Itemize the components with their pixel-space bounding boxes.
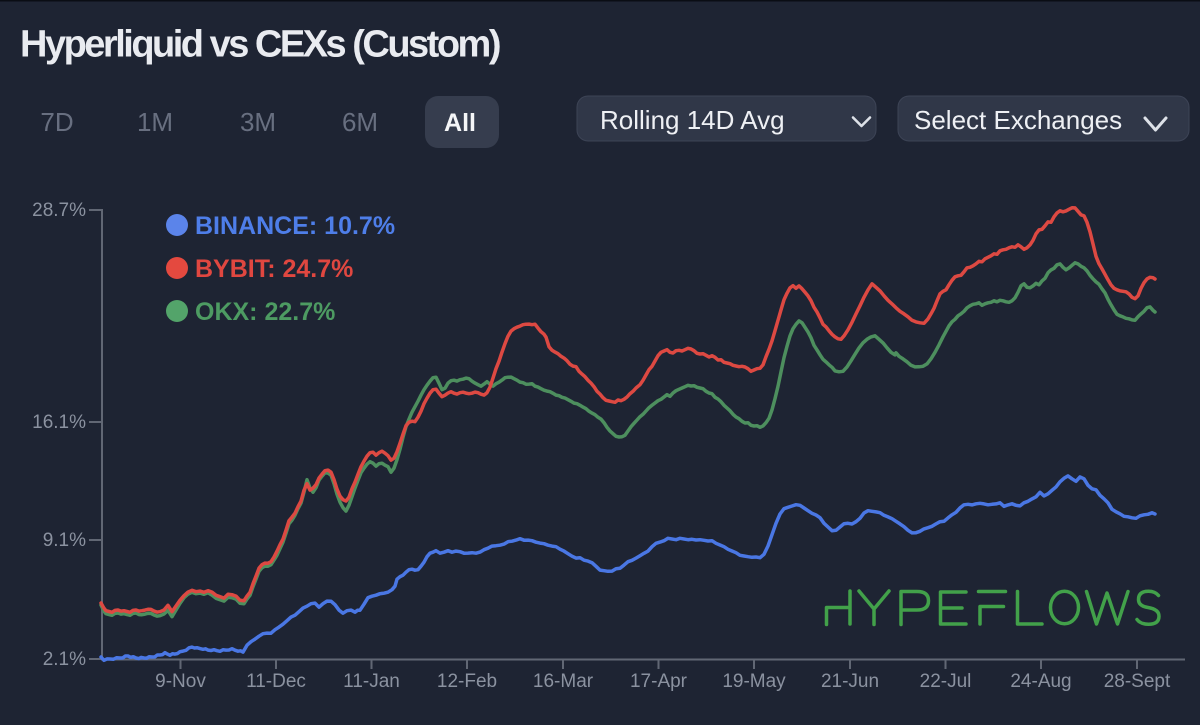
svg-text:Select Exchanges: Select Exchanges: [914, 105, 1122, 135]
svg-text:6M: 6M: [342, 107, 378, 137]
svg-text:11-Jan: 11-Jan: [343, 671, 400, 692]
svg-text:BINANCE: 10.7%: BINANCE: 10.7%: [195, 212, 395, 240]
svg-text:7D: 7D: [40, 107, 73, 137]
svg-text:28-Sept: 28-Sept: [1104, 671, 1171, 692]
svg-text:Hyperliquid vs CEXs (Custom): Hyperliquid vs CEXs (Custom): [20, 24, 500, 66]
svg-text:2.1%: 2.1%: [43, 649, 86, 670]
svg-text:11-Dec: 11-Dec: [246, 671, 306, 692]
svg-text:OKX: 22.7%: OKX: 22.7%: [195, 298, 335, 326]
svg-text:Rolling 14D Avg: Rolling 14D Avg: [600, 105, 785, 135]
svg-text:16.1%: 16.1%: [32, 412, 86, 433]
svg-text:17-Apr: 17-Apr: [630, 671, 688, 692]
svg-text:22-Jul: 22-Jul: [920, 671, 972, 692]
svg-text:All: All: [444, 109, 476, 137]
svg-text:16-Mar: 16-Mar: [533, 671, 594, 692]
svg-text:21-Jun: 21-Jun: [821, 671, 879, 692]
svg-text:9.1%: 9.1%: [43, 530, 86, 551]
svg-text:28.7%: 28.7%: [32, 200, 86, 221]
svg-text:BYBIT: 24.7%: BYBIT: 24.7%: [195, 255, 353, 283]
svg-text:19-May: 19-May: [722, 671, 786, 692]
svg-text:1M: 1M: [137, 107, 173, 137]
svg-text:3M: 3M: [240, 107, 276, 137]
svg-text:9-Nov: 9-Nov: [155, 671, 206, 692]
svg-text:24-Aug: 24-Aug: [1010, 671, 1071, 692]
svg-text:12-Feb: 12-Feb: [437, 671, 497, 692]
